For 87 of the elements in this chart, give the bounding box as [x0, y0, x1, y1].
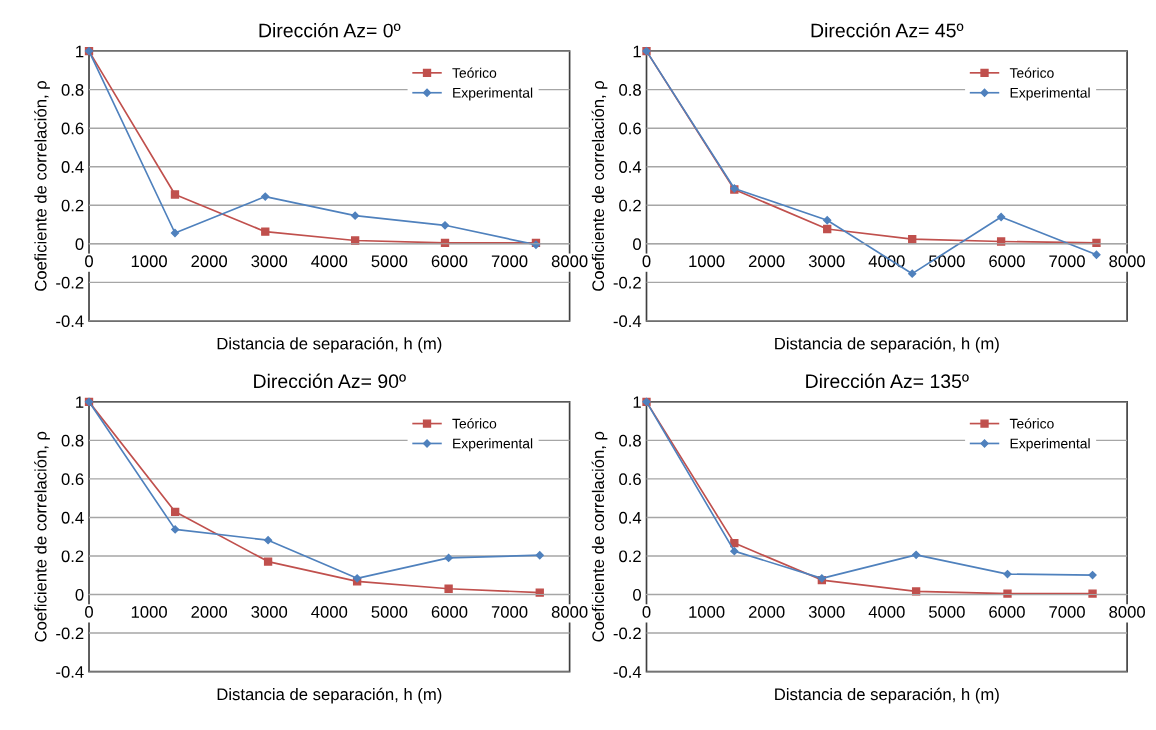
y-axis-title: Coeficiente de correlación, ρ	[591, 80, 608, 291]
x-axis-title: Distancia de separación, h (m)	[775, 337, 999, 353]
x-tick-label: 3000	[251, 606, 288, 618]
y-tick-label: 0.8	[61, 84, 84, 96]
x-tick-label: 3000	[251, 255, 288, 268]
x-tick-label: 7000	[491, 606, 528, 618]
x-tick-label: 2000	[191, 606, 228, 618]
y-tick-label: 0.6	[61, 122, 84, 135]
x-tick-label: 8000	[551, 255, 588, 268]
x-tick-label: 6000	[989, 255, 1025, 268]
y-tick-label: 0.8	[619, 434, 641, 447]
x-tick-label: 8000	[1109, 255, 1145, 268]
y-tick-label: 0.4	[619, 511, 642, 524]
y-tick-label: -0.2	[56, 627, 84, 640]
y-tick-label: -0.2	[613, 627, 641, 640]
y-tick-label: -0.4	[613, 315, 642, 328]
x-tick-label: 4000	[311, 255, 348, 268]
y-tick-label: 0.2	[619, 550, 641, 563]
y-tick-label: -0.4	[613, 666, 642, 678]
x-tick-label: 2000	[748, 255, 785, 268]
y-tick-label: 0	[75, 238, 84, 251]
y-tick-label: 0.2	[61, 199, 84, 212]
legend-label: Teórico	[1009, 67, 1054, 78]
y-tick-label: 0.6	[619, 473, 641, 486]
x-tick-label: 2000	[191, 255, 228, 268]
chart-title: Dirección Az= 135º	[806, 373, 969, 389]
y-tick-label: -0.4	[56, 666, 84, 678]
legend-label: Experimental	[1010, 438, 1090, 452]
y-tick-label: -0.4	[56, 315, 84, 328]
y-tick-label: 0.8	[61, 434, 84, 447]
chart-title: Dirección Az= 45º	[811, 22, 964, 38]
chart-title: Dirección Az= 90º	[254, 373, 406, 389]
x-tick-label: 3000	[808, 255, 845, 268]
x-tick-label: 0	[642, 606, 651, 618]
x-tick-label: 7000	[1049, 606, 1085, 618]
x-tick-label: 8000	[551, 606, 588, 618]
x-tick-label: 0	[85, 255, 93, 268]
chart-title: Dirección Az= 0º	[259, 22, 401, 38]
x-tick-label: 0	[85, 606, 93, 618]
y-tick-label: 0.4	[619, 161, 642, 173]
x-tick-label: 5000	[929, 606, 965, 618]
y-tick-label: 0.2	[619, 199, 641, 212]
x-tick-label: 1000	[689, 606, 725, 618]
x-tick-label: 5000	[929, 255, 965, 268]
x-tick-label: 0	[642, 255, 651, 268]
y-tick-label: 0.2	[61, 550, 84, 563]
y-tick-label: 0	[633, 238, 641, 251]
x-tick-label: 5000	[371, 255, 408, 268]
x-tick-label: 1000	[131, 255, 167, 268]
x-tick-label: 6000	[431, 606, 468, 618]
x-tick-label: 7000	[491, 255, 528, 268]
x-axis-title: Distancia de separación, h (m)	[775, 687, 999, 704]
y-tick-label: 1	[76, 396, 84, 408]
x-tick-label: 6000	[989, 606, 1025, 618]
legend-label: Teórico	[452, 67, 497, 78]
y-tick-label: 1	[633, 396, 641, 408]
y-tick-label: -0.2	[613, 276, 641, 289]
y-axis-title: Coeficiente de correlación, ρ	[34, 431, 50, 642]
y-tick-label: 0.6	[61, 473, 84, 486]
legend-label: Teórico	[1009, 418, 1054, 429]
x-axis-title: Distancia de separación, h (m)	[217, 337, 442, 353]
x-tick-label: 6000	[431, 255, 468, 268]
legend-label: Experimental	[1010, 87, 1090, 101]
y-tick-label: 0.6	[619, 122, 641, 135]
x-axis-title: Distancia de separación, h (m)	[217, 687, 442, 704]
y-axis-title: Coeficiente de correlación, ρ	[34, 80, 50, 291]
x-tick-label: 3000	[808, 606, 845, 618]
y-tick-label: 0.4	[61, 511, 84, 524]
x-tick-label: 2000	[748, 606, 785, 618]
y-tick-label: 1	[633, 45, 641, 58]
y-tick-label: 0.8	[619, 84, 641, 96]
x-tick-label: 4000	[868, 606, 905, 618]
x-tick-label: 1000	[689, 255, 725, 268]
y-tick-label: -0.2	[56, 276, 84, 289]
x-tick-label: 8000	[1109, 606, 1145, 618]
y-tick-label: 0.4	[61, 161, 84, 173]
y-tick-label: 0	[75, 588, 84, 601]
legend-label: Experimental	[453, 438, 533, 452]
x-tick-label: 5000	[371, 606, 408, 618]
x-tick-label: 4000	[311, 606, 348, 618]
x-tick-label: 7000	[1049, 255, 1085, 268]
y-tick-label: 0	[633, 588, 641, 601]
y-axis-title: Coeficiente de correlación, ρ	[591, 431, 608, 642]
legend-label: Teórico	[452, 418, 497, 429]
legend-label: Experimental	[453, 87, 533, 101]
y-tick-label: 1	[76, 45, 84, 58]
x-tick-label: 1000	[131, 606, 167, 618]
